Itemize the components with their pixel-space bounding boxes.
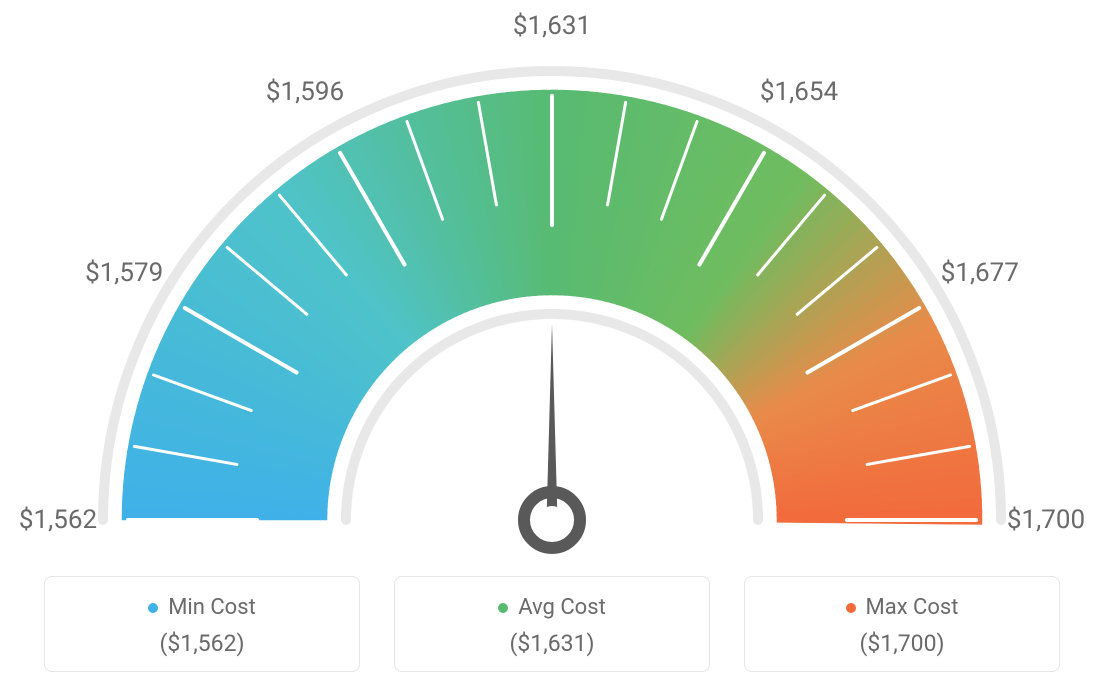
min-cost-head: Min Cost bbox=[57, 595, 347, 620]
gauge-tick-label: $1,579 bbox=[85, 258, 163, 288]
avg-cost-card: Avg Cost ($1,631) bbox=[394, 576, 710, 672]
avg-cost-value: ($1,631) bbox=[407, 630, 697, 657]
avg-cost-label: Avg Cost bbox=[518, 595, 606, 620]
gauge-tick-label: $1,562 bbox=[19, 505, 97, 535]
max-cost-label: Max Cost bbox=[866, 595, 959, 620]
max-dot-icon bbox=[846, 603, 856, 613]
min-cost-card: Min Cost ($1,562) bbox=[44, 576, 360, 672]
max-cost-card: Max Cost ($1,700) bbox=[744, 576, 1060, 672]
gauge-tick-label: $1,700 bbox=[1007, 505, 1085, 535]
gauge-tick-label: $1,677 bbox=[941, 258, 1019, 288]
gauge-svg bbox=[0, 0, 1104, 560]
gauge-tick-label: $1,596 bbox=[266, 77, 344, 107]
cost-cards-row: Min Cost ($1,562) Avg Cost ($1,631) Max … bbox=[0, 576, 1104, 672]
gauge-tick-label: $1,631 bbox=[513, 11, 591, 41]
min-cost-value: ($1,562) bbox=[57, 630, 347, 657]
max-cost-value: ($1,700) bbox=[757, 630, 1047, 657]
gauge-tick-label: $1,654 bbox=[760, 77, 838, 107]
gauge-chart: $1,562 $1,579 $1,596 $1,631 $1,654 $1,677 $1,7… bbox=[0, 0, 1104, 560]
min-dot-icon bbox=[148, 603, 158, 613]
max-cost-head: Max Cost bbox=[757, 595, 1047, 620]
avg-dot-icon bbox=[498, 603, 508, 613]
min-cost-label: Min Cost bbox=[168, 595, 256, 620]
avg-cost-head: Avg Cost bbox=[407, 595, 697, 620]
